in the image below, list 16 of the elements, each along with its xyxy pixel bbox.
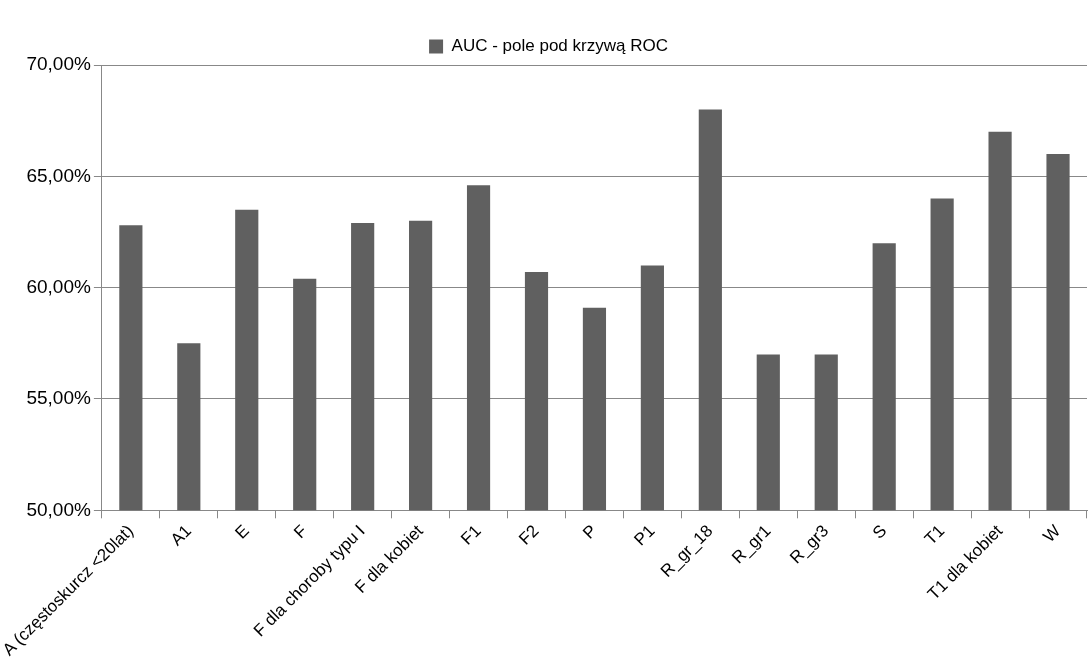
x-tick-label: E — [231, 521, 253, 543]
y-tick-label: 50,00% — [26, 498, 91, 520]
x-tick-label: A1 — [166, 521, 195, 550]
x-tick-label: F2 — [515, 521, 543, 549]
x-tick-label: T1 — [920, 521, 949, 549]
x-tick-label: F1 — [457, 521, 485, 549]
y-tick-label: 55,00% — [26, 387, 91, 409]
x-tick-label: F — [290, 521, 311, 543]
x-tick-label: W — [1039, 521, 1065, 547]
x-tick-label: P — [579, 521, 601, 543]
y-tick-label: 70,00% — [26, 53, 91, 75]
legend-label: AUC - pole pod krzywą ROC — [451, 36, 668, 56]
y-tick-label: 65,00% — [26, 164, 91, 186]
x-tick-label: P1 — [630, 521, 659, 550]
x-tick-label: S — [868, 521, 891, 543]
y-tick-label: 60,00% — [26, 275, 91, 297]
